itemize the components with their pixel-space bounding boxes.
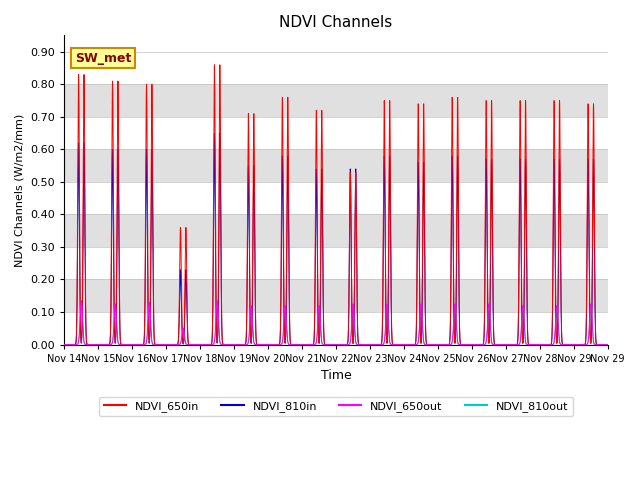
Bar [65,84,608,117]
Y-axis label: NDVI Channels (W/m2/mm): NDVI Channels (W/m2/mm) [15,113,25,266]
Bar [65,215,608,247]
Title: NDVI Channels: NDVI Channels [280,15,393,30]
Text: SW_met: SW_met [76,52,132,65]
Bar [65,279,608,312]
Bar [65,117,608,149]
Bar [65,182,608,215]
Bar [65,149,608,182]
Legend: NDVI_650in, NDVI_810in, NDVI_650out, NDVI_810out: NDVI_650in, NDVI_810in, NDVI_650out, NDV… [99,396,573,416]
Bar [65,312,608,345]
Bar [65,36,608,52]
Bar [65,247,608,279]
Bar [65,52,608,84]
X-axis label: Time: Time [321,369,351,382]
